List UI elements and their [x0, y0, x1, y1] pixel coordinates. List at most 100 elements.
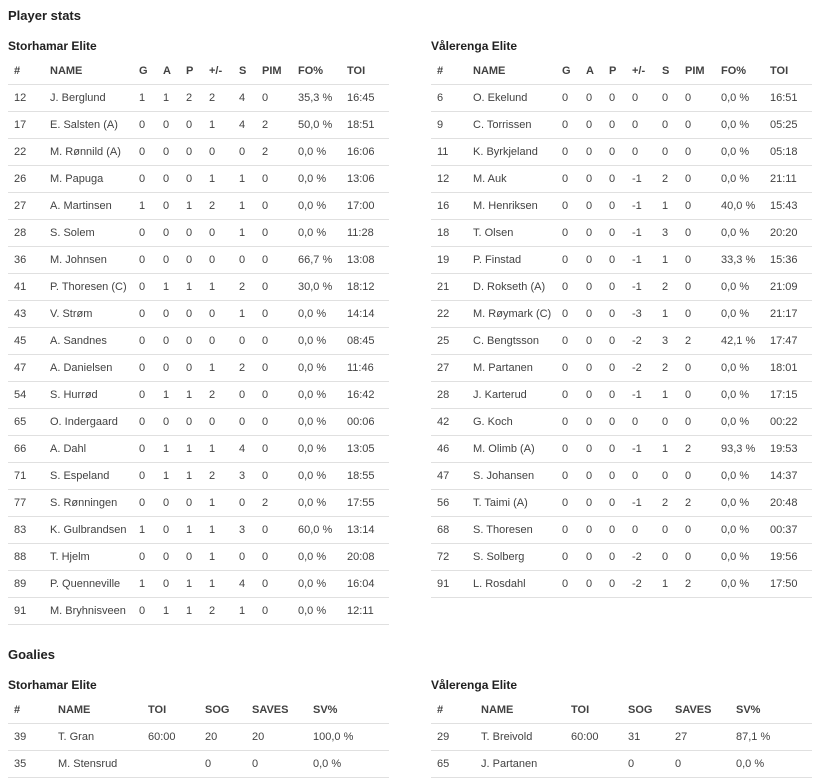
table-cell: 2	[209, 84, 239, 112]
table-cell: 0,0 %	[298, 300, 347, 328]
table-cell: 0	[609, 165, 632, 193]
table-cell: 1	[209, 111, 239, 139]
table-cell: 0	[262, 570, 298, 598]
table-cell: 0,0 %	[721, 111, 770, 139]
table-cell: 0	[609, 84, 632, 112]
table-cell: 18	[431, 219, 473, 247]
table-cell: 0,0 %	[736, 750, 812, 778]
table-cell: 0	[632, 462, 662, 490]
table-cell: 0	[262, 462, 298, 490]
table-row: 17 E. Salsten (A) 0 0 0 1 4 2 50,0 % 18:51	[8, 111, 389, 139]
table-cell: 0	[609, 246, 632, 274]
team-name-storhamar: Storhamar Elite	[8, 39, 97, 53]
table-cell: 21:09	[770, 273, 812, 301]
table-cell: 0	[163, 489, 186, 517]
table-cell: 22	[431, 300, 473, 328]
table-cell: 0	[186, 543, 209, 571]
table-cell: 4	[239, 84, 262, 112]
table-cell: 11:46	[347, 354, 389, 382]
table-cell: 0,0 %	[298, 570, 347, 598]
table-row: 65 O. Indergaard 0 0 0 0 0 0 0,0 % 00:06	[8, 408, 389, 436]
table-cell: 72	[431, 543, 473, 571]
table-row: 68 S. Thoresen 0 0 0 0 0 0 0,0 % 00:37	[431, 516, 812, 544]
table-cell: 0	[186, 219, 209, 247]
table-cell: 14:37	[770, 462, 812, 490]
column-header: #	[431, 697, 481, 724]
table-cell: 0	[262, 165, 298, 193]
table-cell: -1	[632, 219, 662, 247]
column-header: NAME	[50, 58, 139, 85]
column-header: TOI	[571, 697, 628, 724]
table-cell: P. Quenneville	[50, 570, 139, 598]
table-cell: 0	[562, 354, 586, 382]
table-cell: 0	[586, 84, 609, 112]
table-cell: 0,0 %	[298, 381, 347, 409]
table-cell: -1	[632, 381, 662, 409]
table-cell: 45	[8, 327, 50, 355]
table-cell: 40,0 %	[721, 192, 770, 220]
table-cell: 0	[262, 381, 298, 409]
table-cell: 0	[209, 219, 239, 247]
table-cell: 21:11	[770, 165, 812, 193]
table-cell: 0,0 %	[721, 516, 770, 544]
table-cell: 0	[262, 273, 298, 301]
table-cell: 0	[609, 192, 632, 220]
table-cell: 1	[163, 84, 186, 112]
table-cell: 3	[662, 327, 685, 355]
table-cell: 0	[239, 246, 262, 274]
table-cell: 0,0 %	[298, 192, 347, 220]
table-cell: 0	[662, 84, 685, 112]
table-cell: S. Johansen	[473, 462, 562, 490]
table-cell: 1	[186, 570, 209, 598]
table-cell: 1	[209, 570, 239, 598]
table-cell: 0	[675, 750, 736, 778]
table-cell: P. Finstad	[473, 246, 562, 274]
table-cell: 0	[262, 408, 298, 436]
table-row: 28 J. Karterud 0 0 0 -1 1 0 0,0 % 17:15	[431, 381, 812, 409]
table-cell: 0	[586, 165, 609, 193]
table-cell: 0	[586, 111, 609, 139]
table-cell: 1	[163, 435, 186, 463]
table-cell: 0	[239, 327, 262, 355]
table-cell: 0	[163, 543, 186, 571]
table-cell: S. Rønningen	[50, 489, 139, 517]
table-cell: 1	[163, 381, 186, 409]
table-cell: 0	[139, 273, 163, 301]
table-cell: 0	[262, 597, 298, 625]
table-cell: 28	[431, 381, 473, 409]
table-cell: 1	[163, 462, 186, 490]
table-cell: 0,0 %	[298, 165, 347, 193]
table-cell: 35,3 %	[298, 84, 347, 112]
table-cell: 0,0 %	[721, 489, 770, 517]
table-cell: 0	[562, 570, 586, 598]
table-cell: 11	[431, 138, 473, 166]
table-cell: 0	[586, 570, 609, 598]
table-cell: 0	[252, 750, 313, 778]
table-cell: 0	[239, 138, 262, 166]
table-cell: T. Gran	[58, 723, 148, 751]
table-cell: 1	[209, 165, 239, 193]
table-cell: 16:04	[347, 570, 389, 598]
table-cell: -1	[632, 246, 662, 274]
table-cell: 1	[139, 570, 163, 598]
table-cell: 0	[163, 354, 186, 382]
table-cell: M. Olimb (A)	[473, 435, 562, 463]
table-cell: 0	[662, 138, 685, 166]
table-cell: 1	[186, 435, 209, 463]
table-cell: 0	[586, 543, 609, 571]
table-cell: 0	[609, 354, 632, 382]
table-cell: 1	[139, 192, 163, 220]
table-cell	[571, 750, 628, 778]
table-cell: D. Rokseth (A)	[473, 273, 562, 301]
table-cell: 0,0 %	[298, 354, 347, 382]
player-stats-section: Storhamar Elite # NAME G A P +/- S PIM FO% TOI 12…	[8, 23, 812, 625]
table-cell: 00:37	[770, 516, 812, 544]
table-cell: 0	[239, 543, 262, 571]
table-cell: 0	[685, 111, 721, 139]
table-cell: 2	[662, 273, 685, 301]
table-cell: 42	[431, 408, 473, 436]
table-row: 22 M. Røymark (C) 0 0 0 -3 1 0 0,0 % 21:17	[431, 300, 812, 328]
table-cell: 0	[262, 516, 298, 544]
table-cell: 0,0 %	[721, 408, 770, 436]
table-cell: A. Sandnes	[50, 327, 139, 355]
